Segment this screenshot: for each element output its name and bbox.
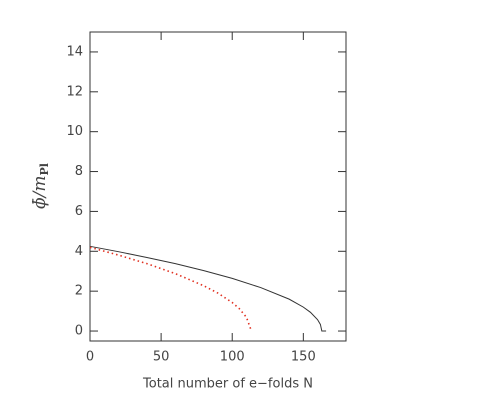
x-tick-label: 100 xyxy=(220,350,245,365)
series-line xyxy=(89,245,327,332)
x-tick-label: 150 xyxy=(291,350,316,365)
x-axis-label: Total number of e−folds N xyxy=(142,377,313,392)
plot-frame xyxy=(89,31,347,342)
y-tick-label: 2 xyxy=(75,284,83,299)
y-axis-label: ϕ̄/mPl xyxy=(30,163,52,209)
y-tick-label: 12 xyxy=(66,84,83,99)
y-tick-label: 8 xyxy=(75,164,83,179)
x-tick-label: 50 xyxy=(153,350,170,365)
x-tick-label: 0 xyxy=(86,350,94,365)
y-axis-label-main: ϕ̄/m xyxy=(30,176,50,209)
y-tick-label: 14 xyxy=(66,44,83,59)
series-line xyxy=(89,246,252,330)
y-tick-label: 0 xyxy=(75,324,83,339)
y-tick-label: 10 xyxy=(66,124,83,139)
y-axis-label-sub: Pl xyxy=(38,163,51,175)
y-tick-label: 4 xyxy=(75,244,83,259)
y-tick-label: 6 xyxy=(75,204,83,219)
